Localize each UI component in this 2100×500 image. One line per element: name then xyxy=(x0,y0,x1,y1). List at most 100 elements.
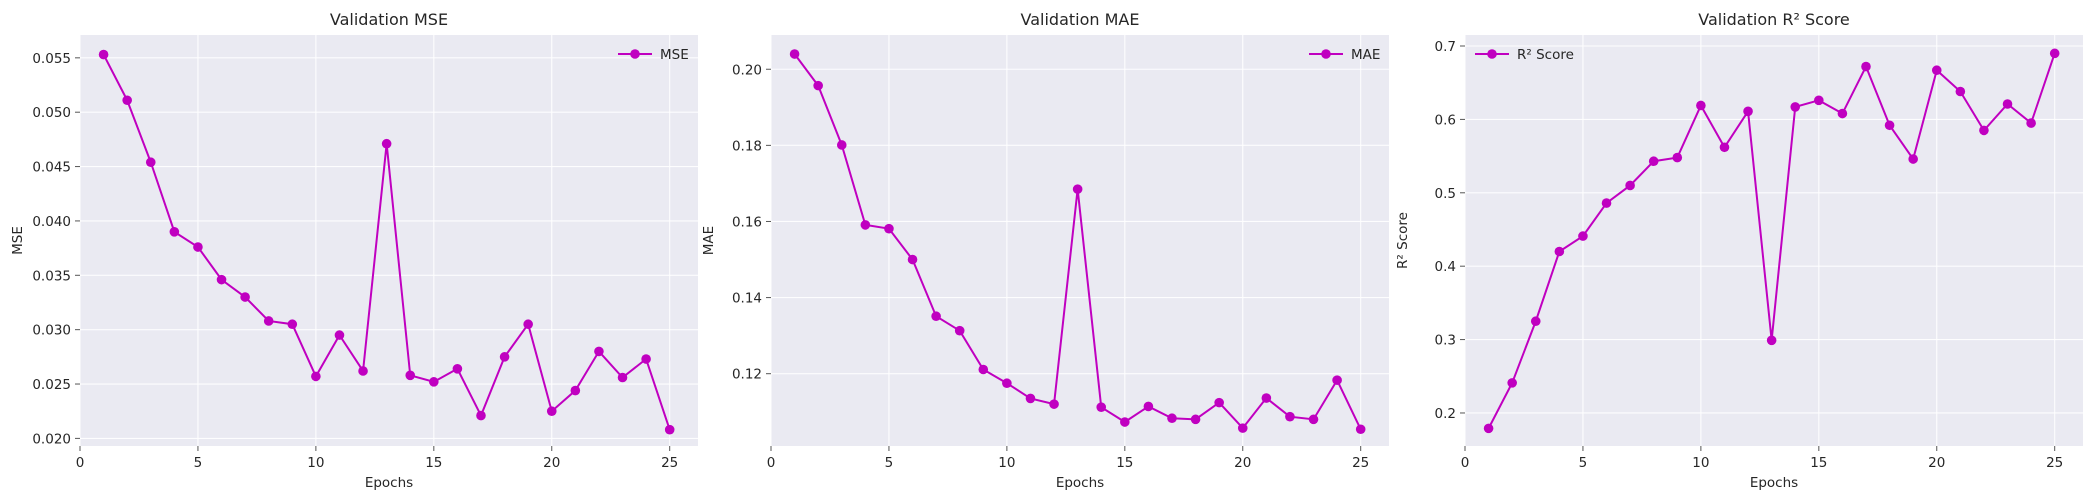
mae-data-point-9 xyxy=(978,364,989,375)
r2-data-point-9 xyxy=(1672,152,1683,163)
mse-data-point-12 xyxy=(358,366,368,376)
mse-y-tick-label-6: 0.050 xyxy=(32,105,71,121)
mae-data-point-7 xyxy=(931,311,941,322)
mse-data-point-25 xyxy=(664,424,675,435)
mae-y-tick-label-2: 0.16 xyxy=(732,214,762,230)
mse-x-tick-label-5: 25 xyxy=(661,455,678,471)
r2-y-tick-label-1: 0.3 xyxy=(1435,333,1456,349)
r2-data-point-8 xyxy=(1648,156,1659,167)
mse-panel: 0 5 10 15 20 25 0.020 0.025 0.030 0.035 0.040 0.045… xyxy=(10,10,698,491)
mse-data-point-20 xyxy=(546,406,557,417)
r2-data-point-14 xyxy=(1790,102,1801,112)
mae-data-point-11 xyxy=(1025,393,1036,404)
mae-data-point-5 xyxy=(884,223,894,234)
r2-panel: 0 5 10 15 20 25 0.2 0.3 0.4 0.5 0.6 0.7 R² Score Va… xyxy=(1395,10,2083,491)
r2-data-point-6 xyxy=(1601,198,1612,208)
mse-chart-title: Validation MSE xyxy=(330,10,448,29)
mse-x-tick-label-1: 5 xyxy=(194,455,203,471)
mae-x-tick-label-5: 25 xyxy=(1352,455,1369,471)
mse-data-point-21 xyxy=(570,385,581,396)
r2-x-axis-label: Epochs xyxy=(1750,475,1798,491)
mse-legend-marker xyxy=(630,49,640,59)
mae-data-point-22 xyxy=(1285,411,1295,422)
r2-data-point-21 xyxy=(1955,86,1966,97)
mse-data-point-7 xyxy=(240,292,250,302)
mse-data-point-15 xyxy=(429,377,439,387)
r2-legend-label: R² Score xyxy=(1517,47,1574,63)
r2-x-tick-label-0: 0 xyxy=(1461,455,1470,471)
mae-legend: MAE xyxy=(1309,47,1380,63)
mae-data-point-17 xyxy=(1167,413,1177,424)
r2-data-point-7 xyxy=(1625,180,1635,191)
mse-data-point-18 xyxy=(499,352,510,362)
mse-y-tick-label-7: 0.055 xyxy=(32,51,71,67)
mae-data-point-3 xyxy=(836,140,847,150)
mse-x-tick-label-3: 15 xyxy=(425,455,442,471)
mae-data-point-21 xyxy=(1261,393,1272,403)
r2-data-point-17 xyxy=(1861,61,1871,72)
mae-data-point-1 xyxy=(789,49,800,59)
mse-data-point-1 xyxy=(98,49,109,60)
mae-plot-area xyxy=(771,35,1389,446)
r2-legend-marker xyxy=(1487,49,1497,59)
mae-data-point-24 xyxy=(1332,375,1342,385)
r2-data-point-4 xyxy=(1554,246,1565,257)
mse-y-tick-label-2: 0.030 xyxy=(32,323,71,339)
mse-data-point-11 xyxy=(334,330,345,340)
mae-data-point-20 xyxy=(1237,423,1248,433)
r2-data-point-19 xyxy=(1908,154,1918,164)
mae-data-point-4 xyxy=(860,220,871,230)
mae-data-point-6 xyxy=(907,254,918,265)
mae-data-point-12 xyxy=(1049,399,1059,409)
mse-data-point-9 xyxy=(287,319,298,330)
r2-data-point-24 xyxy=(2026,118,2036,128)
mse-y-tick-label-0: 0.020 xyxy=(32,431,71,447)
mae-x-tick-label-2: 10 xyxy=(998,455,1015,471)
r2-chart-title: Validation R² Score xyxy=(1698,10,1850,29)
mae-data-point-25 xyxy=(1355,424,1366,435)
mae-x-axis-label: Epochs xyxy=(1056,475,1104,491)
r2-data-point-13 xyxy=(1766,335,1777,346)
mse-data-point-8 xyxy=(263,316,274,326)
r2-data-point-2 xyxy=(1507,378,1517,388)
mae-x-tick-label-4: 20 xyxy=(1234,455,1251,471)
mae-data-point-16 xyxy=(1143,401,1154,412)
r2-data-point-22 xyxy=(1979,125,1989,136)
mae-data-point-23 xyxy=(1308,414,1319,425)
r2-data-point-18 xyxy=(1884,120,1895,131)
mse-data-point-5 xyxy=(193,242,203,252)
mae-data-point-15 xyxy=(1120,417,1130,427)
mse-plot-area xyxy=(80,35,698,446)
mse-x-tick-label-2: 10 xyxy=(307,455,324,471)
r2-y-tick-label-4: 0.6 xyxy=(1435,112,1456,128)
r2-data-point-16 xyxy=(1837,108,1848,119)
mae-x-tick-label-0: 0 xyxy=(767,455,776,471)
r2-y-tick-label-5: 0.7 xyxy=(1435,39,1456,55)
mae-y-tick-label-1: 0.14 xyxy=(732,291,762,307)
r2-plot-area xyxy=(1465,35,2083,446)
mse-data-point-14 xyxy=(405,370,416,381)
mse-y-axis-label: MSE xyxy=(10,226,26,255)
mae-chart-title: Validation MAE xyxy=(1021,10,1140,29)
mse-data-point-10 xyxy=(311,371,321,382)
mse-data-point-22 xyxy=(594,346,604,357)
mse-y-tick-label-4: 0.040 xyxy=(32,214,71,230)
r2-data-point-15 xyxy=(1814,95,1824,106)
r2-data-point-10 xyxy=(1696,100,1706,111)
r2-x-tick-label-5: 25 xyxy=(2046,455,2063,471)
r2-x-tick-label-4: 20 xyxy=(1928,455,1945,471)
mse-data-point-17 xyxy=(476,410,486,421)
mae-data-point-19 xyxy=(1214,397,1224,408)
mae-legend-label: MAE xyxy=(1351,47,1380,63)
r2-x-tick-label-2: 10 xyxy=(1692,455,1709,471)
mae-y-axis-label: MAE xyxy=(701,226,717,255)
mse-data-point-13 xyxy=(381,138,392,149)
mse-data-point-19 xyxy=(523,319,533,330)
mae-data-point-2 xyxy=(813,80,823,91)
mse-x-axis-label: Epochs xyxy=(365,475,413,491)
r2-data-point-11 xyxy=(1719,142,1730,153)
r2-data-point-23 xyxy=(2002,99,2013,109)
r2-data-point-12 xyxy=(1743,106,1753,117)
mse-data-point-2 xyxy=(122,95,132,106)
